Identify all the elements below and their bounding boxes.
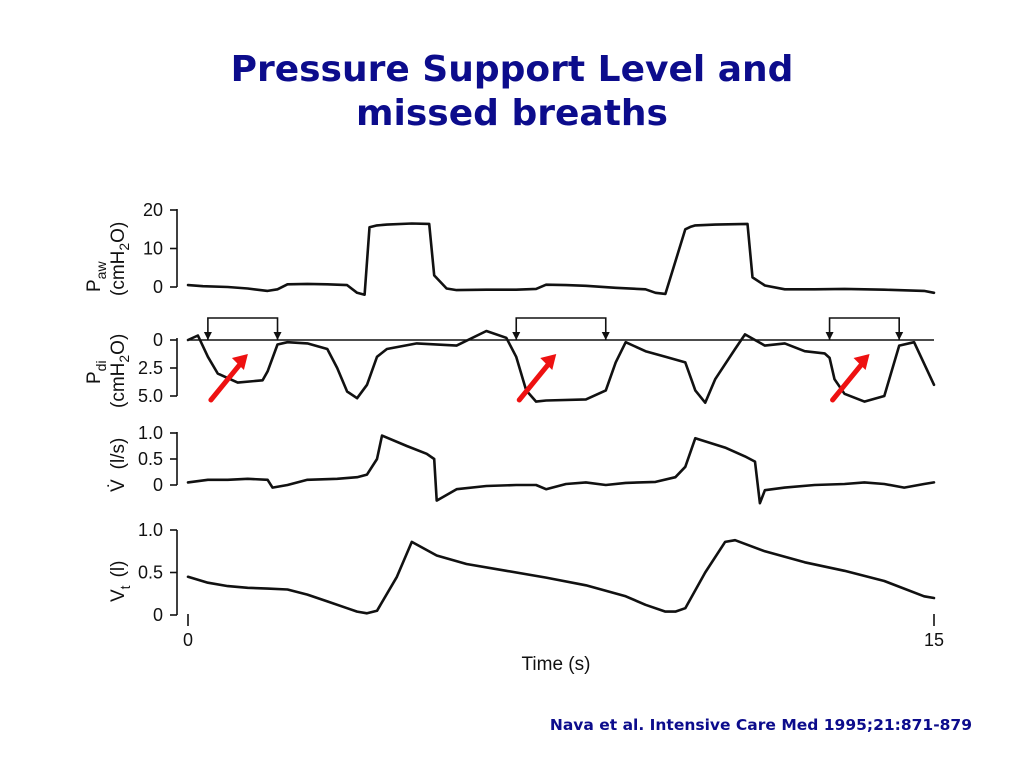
- y-tick-label: 1.0: [138, 423, 163, 443]
- pdi-ylabel-main: P: [84, 371, 105, 384]
- flow-trace: [186, 434, 936, 505]
- flow-y-ticks: 1.0 0.5 0: [138, 423, 177, 495]
- pdi-unit-a: (cmH: [108, 363, 129, 408]
- breath-marker: [203, 317, 282, 340]
- x-tick-label: 0: [183, 630, 193, 650]
- paw-ylabel: Paw: [84, 261, 109, 292]
- pdi-ylabel-sub: di: [93, 360, 109, 371]
- y-tick-label: 0.5: [138, 449, 163, 469]
- volume-y-ticks: 1.0 0.5 0: [138, 520, 177, 625]
- volume-trace: [186, 538, 936, 615]
- paw-ylabel-unit: (cmH2O): [108, 222, 132, 296]
- y-tick-label: 10: [143, 239, 163, 259]
- pdi-trace: [186, 329, 936, 404]
- panel-pdi: Pdi (cmH2O) 0 2.5 5.0: [84, 317, 936, 408]
- slide-title: Pressure Support Level and missed breath…: [0, 48, 1024, 136]
- y-tick-label: 0: [153, 330, 163, 350]
- pdi-ylabel-unit: (cmH2O): [108, 334, 132, 408]
- time-xlabel: Time (s): [522, 654, 591, 675]
- paw-ylabel-sub: aw: [93, 261, 109, 280]
- y-tick-label: 0: [153, 475, 163, 495]
- paw-unit-b: O): [108, 222, 129, 243]
- y-tick-label: 0.5: [138, 563, 163, 583]
- panel-paw: Paw (cmH2O) 20 10 0: [84, 200, 936, 297]
- y-tick-label: 0: [153, 605, 163, 625]
- paw-ylabel-main: P: [84, 279, 105, 292]
- citation: Nava et al. Intensive Care Med 1995;21:8…: [549, 716, 972, 734]
- panel-volume: Vt (l) 1.0 0.5 0 0 15 Time (s): [108, 520, 944, 675]
- y-tick-label: 0: [153, 277, 163, 297]
- title-line-2: missed breaths: [356, 93, 668, 134]
- pdi-unit-b: O): [108, 334, 129, 355]
- x-tick-label: 15: [924, 630, 944, 650]
- missed-breath-arrows: [208, 354, 870, 403]
- volume-ylabel: Vt (l): [108, 561, 133, 602]
- pdi-unit-sub: 2: [116, 355, 132, 363]
- volume-ylabel-sub: t: [117, 585, 133, 589]
- paw-unit-a: (cmH: [108, 251, 129, 296]
- pdi-y-ticks: 0 2.5 5.0: [138, 330, 177, 406]
- y-tick-label: 20: [143, 200, 163, 220]
- y-tick-label: 1.0: [138, 520, 163, 540]
- panel-flow: V̇ (l/s) 1.0 0.5 0: [108, 423, 936, 505]
- paw-unit-sub: 2: [116, 243, 132, 251]
- title-line-1: Pressure Support Level and: [230, 49, 794, 90]
- flow-ylabel-main: V̇: [108, 479, 129, 492]
- paw-y-ticks: 20 10 0: [143, 200, 177, 297]
- breath-marker: [512, 317, 610, 340]
- y-tick-label: 2.5: [138, 358, 163, 378]
- y-tick-label: 5.0: [138, 386, 163, 406]
- paw-trace: [186, 222, 936, 296]
- volume-ylabel-main: V: [108, 589, 129, 602]
- breath-marker: [825, 317, 904, 340]
- pdi-breath-markers: [203, 317, 904, 340]
- volume-ylabel-unit: (l): [108, 561, 129, 578]
- red-arrow: [516, 354, 557, 403]
- flow-ylabel: V̇ (l/s): [108, 438, 129, 492]
- red-arrow: [208, 354, 248, 403]
- pdi-ylabel: Pdi: [84, 360, 109, 384]
- red-arrow: [830, 354, 870, 403]
- time-x-ticks: 0 15: [183, 614, 944, 650]
- flow-ylabel-unit: (l/s): [108, 438, 129, 470]
